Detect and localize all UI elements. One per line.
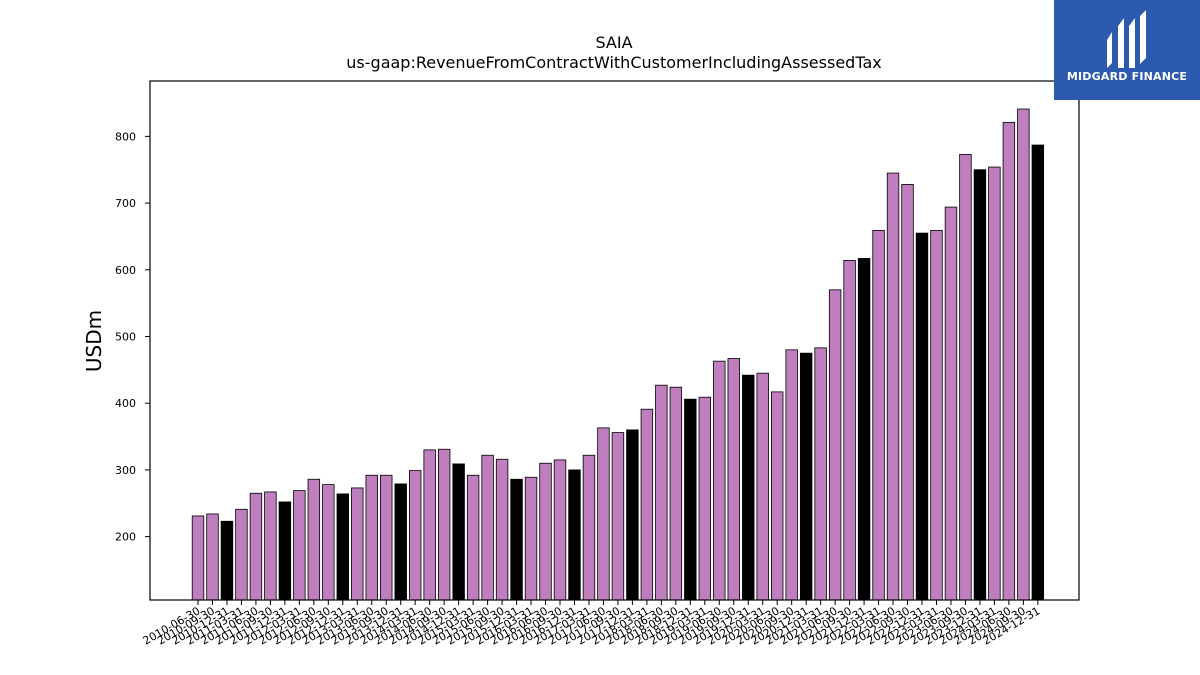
bar-2024-06-30	[1002, 121, 1016, 601]
bar-2014-03-31	[408, 470, 422, 601]
bar-2020-03-31	[756, 372, 769, 601]
bar-2023-03-31	[930, 230, 943, 601]
bar-2021-03-31	[814, 347, 827, 601]
y-tick-label-300: 300	[115, 464, 136, 477]
y-tick-label-400: 400	[115, 397, 136, 410]
bar-2011-09-30	[264, 491, 277, 601]
bar-2012-06-30	[307, 478, 321, 601]
bar-2021-06-30	[828, 289, 842, 601]
bar-2024-12-31	[1031, 144, 1045, 601]
bar-2024-03-31	[988, 166, 1001, 601]
bar-2018-12-31	[684, 398, 697, 601]
bar-2012-12-31	[336, 493, 350, 601]
bar-2010-06-30	[191, 515, 205, 601]
bar-2013-09-30	[380, 474, 393, 601]
bars-layer	[191, 108, 1045, 601]
bar-2022-09-30	[901, 183, 914, 601]
y-axis-label: USDm	[82, 310, 106, 372]
bar-2015-06-30	[481, 454, 494, 601]
bar-2016-06-30	[539, 462, 552, 601]
bar-2023-06-30	[944, 206, 958, 601]
midgard-finance-logo: MIDGARD FINANCE	[1054, 0, 1200, 100]
bar-2013-12-31	[394, 483, 407, 601]
y-tick-label-800: 800	[115, 130, 136, 143]
bar-2020-09-30	[785, 349, 798, 601]
bar-2014-09-30	[437, 448, 451, 601]
bar-2013-03-31	[351, 487, 364, 601]
logo-text: MIDGARD FINANCE	[1066, 70, 1188, 83]
bar-2015-09-30	[495, 458, 509, 601]
bar-2011-06-30	[249, 492, 263, 601]
chart-title: SAIA	[595, 33, 632, 52]
bar-2019-09-30	[727, 358, 740, 601]
y-tick-label-700: 700	[115, 197, 136, 210]
bar-2019-06-30	[713, 360, 726, 601]
bar-2015-03-31	[466, 474, 480, 601]
bar-2019-12-31	[742, 374, 755, 601]
y-tick-label-600: 600	[115, 264, 136, 277]
bar-2017-09-30	[611, 432, 625, 601]
bar-2021-12-31	[857, 258, 871, 601]
chart-subtitle: us-gaap:RevenueFromContractWithCustomerI…	[346, 53, 881, 72]
bar-2021-09-30	[843, 260, 856, 601]
bar-2019-03-31	[698, 396, 712, 601]
logo-mark-icon	[1107, 10, 1146, 68]
bar-2010-12-31	[220, 520, 234, 601]
bar-2016-09-30	[553, 459, 567, 601]
bar-2016-03-31	[524, 476, 538, 601]
plot-frame	[149, 80, 1080, 601]
bar-2018-03-31	[640, 408, 654, 601]
bar-2020-12-31	[799, 352, 813, 601]
bar-2015-12-31	[510, 478, 523, 601]
bar-2024-09-30	[1017, 108, 1030, 601]
bar-2013-06-30	[365, 474, 378, 601]
bar-2014-12-31	[452, 463, 465, 601]
bar-2023-09-30	[959, 153, 972, 601]
bar-2022-12-31	[915, 232, 929, 601]
bar-2017-12-31	[626, 429, 639, 601]
bar-2014-06-30	[423, 449, 436, 601]
y-tick-label-200: 200	[115, 531, 136, 544]
bar-2012-03-31	[293, 490, 306, 601]
bar-2020-06-30	[771, 391, 784, 601]
bar-2018-06-30	[655, 384, 668, 601]
bar-2012-09-30	[322, 484, 335, 601]
bar-2017-03-31	[582, 454, 596, 601]
bar-2016-12-31	[568, 469, 581, 601]
y-axis: 200 300 400 500 600 700 800	[115, 130, 150, 544]
bar-2011-12-31	[278, 501, 292, 601]
bar-2022-06-30	[886, 172, 900, 601]
bar-2011-03-31	[235, 508, 248, 601]
y-tick-label-500: 500	[115, 330, 136, 343]
bar-2017-06-30	[597, 427, 610, 601]
x-axis: 2010-06-302010-09-302010-12-312011-03-31…	[141, 600, 1042, 648]
bar-2023-12-31	[973, 169, 987, 601]
bar-2010-09-30	[206, 513, 219, 601]
bar-2018-09-30	[669, 386, 683, 601]
bar-2022-03-31	[872, 230, 885, 601]
